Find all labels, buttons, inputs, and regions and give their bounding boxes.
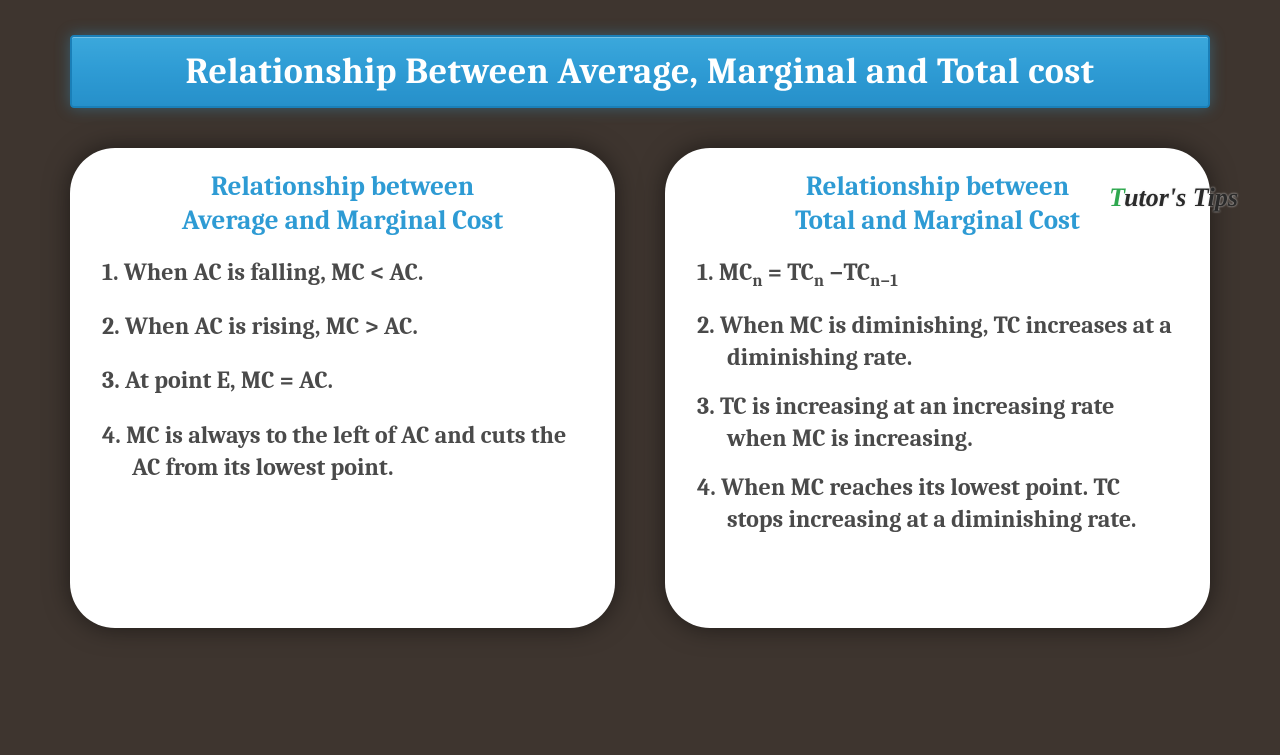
list-item: When MC is diminishing, TC increases at … <box>697 309 1178 374</box>
right-card-title-line1: Relationship between <box>806 171 1069 202</box>
list-item: TC is increasing at an increasing rate w… <box>697 390 1178 455</box>
list-item: When AC is falling, MC < AC. <box>102 256 583 288</box>
right-card-title: Relationship between Total and Marginal … <box>697 170 1178 238</box>
left-card-title-line2: Average and Marginal Cost <box>182 205 503 236</box>
logo-rest: utor's Tips <box>1124 183 1238 212</box>
title-banner: Relationship Between Average, Marginal a… <box>70 35 1210 108</box>
logo-prefix: T <box>1109 183 1124 212</box>
left-card-title-line1: Relationship between <box>211 171 474 202</box>
list-item: When AC is rising, MC > AC. <box>102 310 583 342</box>
left-card-title: Relationship between Average and Margina… <box>102 170 583 238</box>
list-item: MC is always to the left of AC and cuts … <box>102 419 583 484</box>
list-item: MCn = TCn −TCn−1 <box>697 256 1178 293</box>
cards-row: Relationship between Average and Margina… <box>0 108 1280 628</box>
list-item: At point E, MC = AC. <box>102 364 583 396</box>
left-card: Relationship between Average and Margina… <box>70 148 615 628</box>
list-item: When MC reaches its lowest point. TC sto… <box>697 471 1178 536</box>
right-card-title-line2: Total and Marginal Cost <box>795 205 1080 236</box>
right-card-list: MCn = TCn −TCn−1 When MC is diminishing,… <box>697 256 1178 536</box>
right-card: Relationship between Total and Marginal … <box>665 148 1210 628</box>
left-card-list: When AC is falling, MC < AC. When AC is … <box>102 256 583 484</box>
brand-logo: Tutor's Tips <box>1109 183 1238 213</box>
page-title: Relationship Between Average, Marginal a… <box>82 51 1198 92</box>
